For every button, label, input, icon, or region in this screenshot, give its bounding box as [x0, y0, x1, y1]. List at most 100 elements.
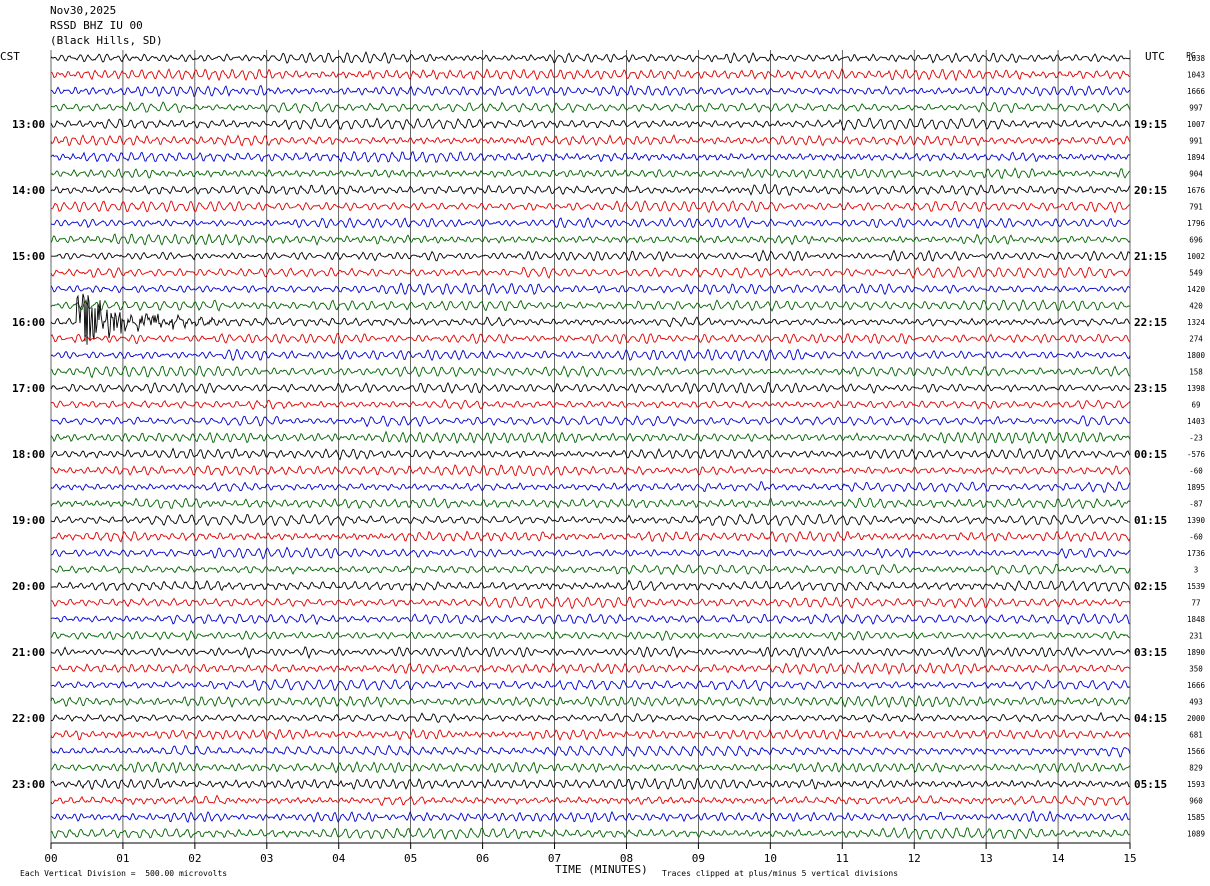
- trace-line: [50, 464, 1131, 477]
- x-tick-label: 13: [980, 852, 993, 865]
- trace-offset-label: 158: [1189, 368, 1203, 377]
- trace-offset-label: 549: [1189, 269, 1203, 278]
- trace-line: [50, 497, 1131, 510]
- left-hour-label: 15:00: [12, 250, 45, 263]
- trace-offset-label: 1007: [1187, 120, 1205, 129]
- trace-line: [50, 293, 1131, 345]
- left-hour-label: 16:00: [12, 316, 45, 329]
- trace-line: [50, 596, 1131, 610]
- date-label: Nov30,2025: [50, 4, 117, 17]
- trace-line: [50, 332, 1131, 345]
- x-tick-label: 04: [332, 852, 346, 865]
- x-axis-title: TIME (MINUTES): [555, 863, 648, 876]
- trace-offset-label: 1566: [1187, 747, 1206, 756]
- trace-offset-label: 997: [1189, 104, 1203, 113]
- trace-line: [50, 646, 1131, 660]
- trace-line: [50, 613, 1131, 626]
- trace-line: [50, 530, 1131, 543]
- right-hour-label: 02:15: [1134, 580, 1167, 593]
- trace-line: [50, 51, 1131, 64]
- trace-line: [50, 694, 1131, 709]
- trace-line: [50, 630, 1131, 642]
- trace-offset-label: 696: [1189, 236, 1203, 245]
- x-tick-label: 03: [260, 852, 273, 865]
- trace-line: [50, 200, 1131, 214]
- trace-offset-label: 2000: [1187, 714, 1206, 723]
- left-hour-label: 17:00: [12, 382, 45, 395]
- x-tick-label: 06: [476, 852, 489, 865]
- left-hour-label: 20:00: [12, 580, 45, 593]
- trace-offset-label: 1676: [1187, 186, 1206, 195]
- trace-line: [50, 711, 1131, 724]
- x-tick-label: 02: [188, 852, 201, 865]
- right-hour-label: 20:15: [1134, 184, 1167, 197]
- trace-offset-label: 77: [1191, 599, 1200, 608]
- trace-offset-label: 3: [1194, 566, 1199, 575]
- trace-offset-label: 420: [1189, 302, 1203, 311]
- left-hour-label: 22:00: [12, 712, 45, 725]
- trace-offset-label: 1593: [1187, 780, 1205, 789]
- x-tick-label: 09: [692, 852, 705, 865]
- trace-line: [50, 761, 1131, 775]
- trace-line: [50, 430, 1131, 445]
- trace-line: [50, 150, 1131, 163]
- trace-offset-label: 350: [1189, 665, 1203, 674]
- x-tick-label: 11: [836, 852, 849, 865]
- left-hour-label: 23:00: [12, 778, 45, 791]
- x-tick-label: 14: [1051, 852, 1065, 865]
- trace-line: [50, 678, 1131, 692]
- left-hour-label: 14:00: [12, 184, 45, 197]
- trace-offset-label: 274: [1189, 335, 1203, 344]
- right-hour-label: 01:15: [1134, 514, 1167, 527]
- trace-offset-label: 1390: [1187, 516, 1206, 525]
- x-tick-label: 01: [116, 852, 129, 865]
- trace-line: [50, 134, 1131, 147]
- trace-offset-label: 231: [1189, 632, 1203, 641]
- trace-line: [50, 810, 1131, 824]
- trace-line: [50, 827, 1131, 841]
- trace-offset-label: 69: [1191, 401, 1200, 410]
- trace-line: [50, 101, 1131, 114]
- trace-line: [50, 546, 1131, 560]
- trace-offset-label: 904: [1189, 170, 1203, 179]
- left-hour-label: 13:00: [12, 118, 45, 131]
- x-tick-label: 05: [404, 852, 417, 865]
- left-hour-label: 21:00: [12, 646, 45, 659]
- x-tick-label: 07: [548, 852, 561, 865]
- trace-line: [50, 117, 1131, 132]
- trace-offset-label: 1894: [1187, 153, 1206, 162]
- trace-line: [50, 249, 1131, 262]
- trace-offset-label: 1403: [1187, 417, 1205, 426]
- trace-line: [50, 480, 1131, 494]
- trace-line: [50, 282, 1131, 296]
- trace-offset-label: 1736: [1187, 549, 1206, 558]
- left-hour-label: 18:00: [12, 448, 45, 461]
- trace-line: [50, 67, 1131, 82]
- trace-offset-label: 1666: [1187, 87, 1206, 96]
- right-hour-label: 21:15: [1134, 250, 1167, 263]
- trace-offset-label: 493: [1189, 698, 1203, 707]
- trace-line: [50, 563, 1131, 576]
- station-label: RSSD BHZ IU 00: [50, 19, 143, 32]
- x-tick-label: 12: [908, 852, 921, 865]
- right-tag-label: PG: [1186, 51, 1196, 60]
- trace-offset-label: 1324: [1187, 318, 1206, 327]
- trace-line: [50, 661, 1131, 676]
- right-hour-label: 03:15: [1134, 646, 1167, 659]
- trace-line: [50, 794, 1131, 806]
- trace-offset-label: 960: [1189, 797, 1203, 806]
- trace-offset-label: 791: [1189, 203, 1203, 212]
- trace-offset-label: 1089: [1187, 830, 1205, 839]
- clip-note: Traces clipped at plus/minus 5 vertical …: [662, 869, 899, 878]
- x-tick-label: 00: [44, 852, 57, 865]
- x-tick-label: 15: [1123, 852, 1136, 865]
- trace-offset-label: -23: [1189, 434, 1203, 443]
- trace-line: [50, 447, 1131, 461]
- trace-line: [50, 513, 1131, 527]
- trace-line: [50, 579, 1131, 593]
- trace-line: [50, 167, 1131, 180]
- trace-offset-label: 1038: [1187, 54, 1206, 63]
- trace-offset-label: 991: [1189, 137, 1203, 146]
- trace-line: [50, 381, 1131, 395]
